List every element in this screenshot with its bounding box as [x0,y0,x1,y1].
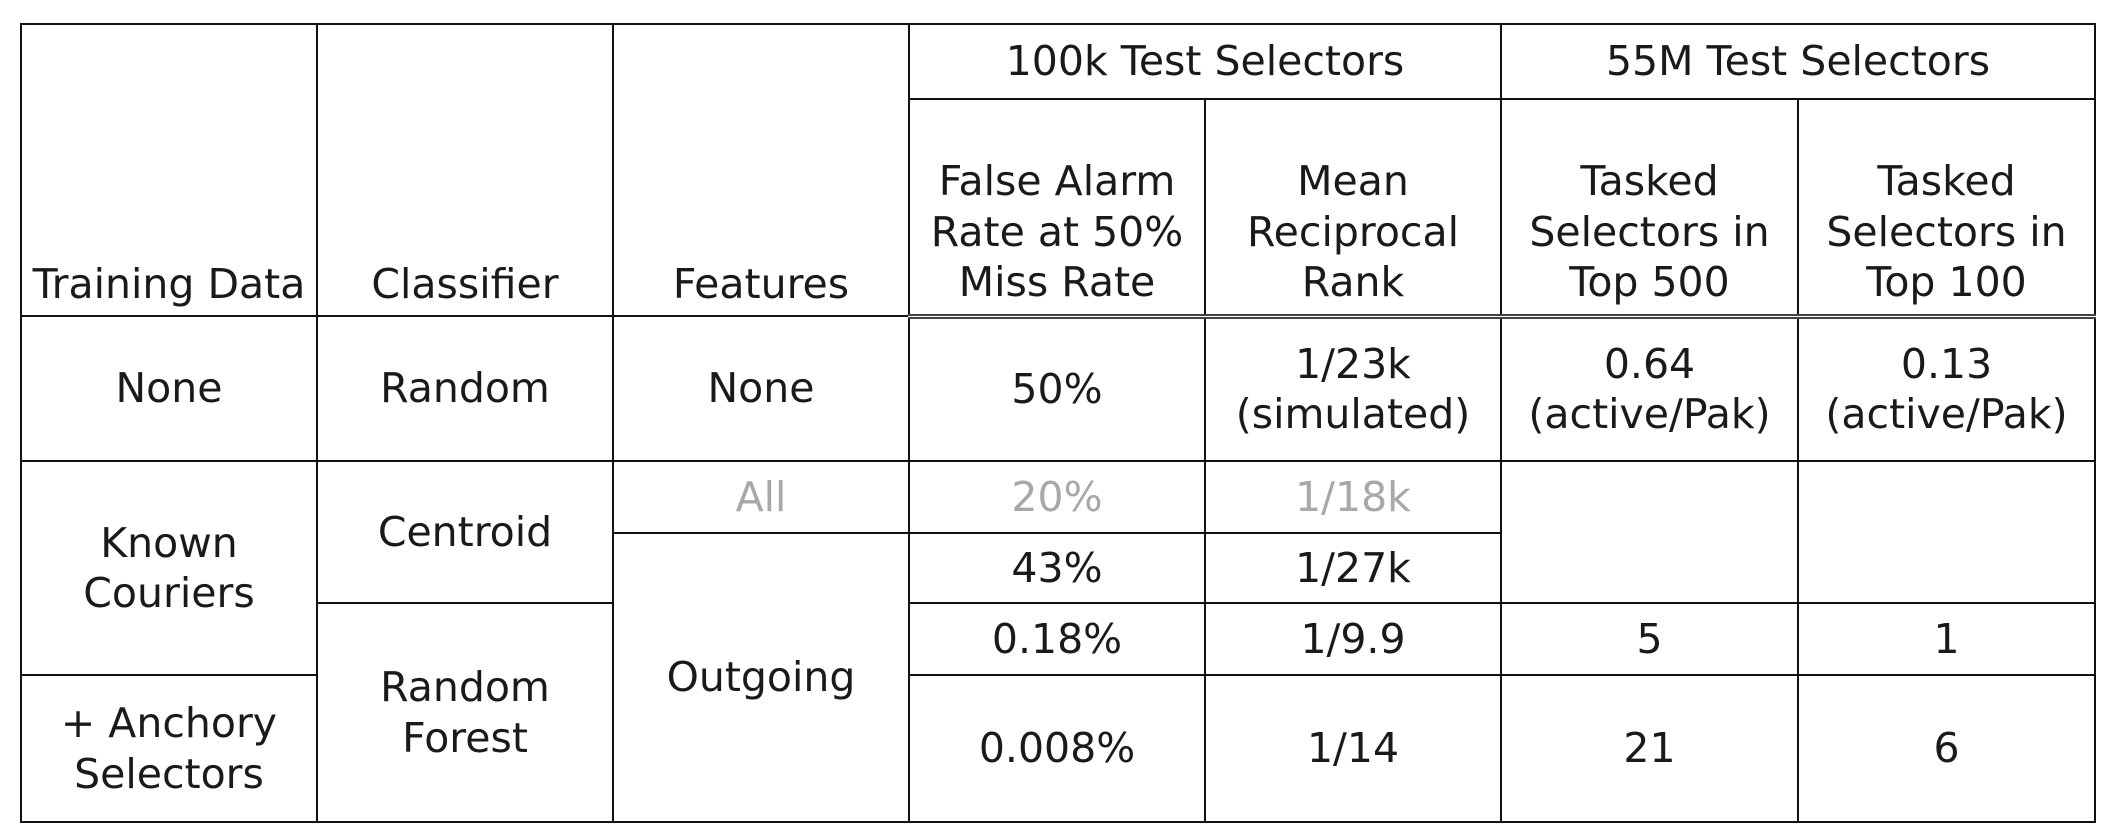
col-header-top500: Tasked Selectors in Top 500 [1500,98,1799,319]
col-header-mrr: Mean Reciprocal Rank [1204,98,1502,319]
table-row: Outgoing 43% 1/27k [21,532,2095,823]
cell-top500-empty [1500,460,1799,604]
table-row: None Random None 50% 1/23k (simulated) 0… [20,315,2097,462]
cell-top500: 0.64 (active/Pak) [1500,315,1799,462]
cell-top100: 1 [1796,602,2097,676]
cell-training-data: Known Couriers [20,460,318,676]
col-header-features: Features [612,23,910,317]
cell-mrr: 1/18k [1204,460,1502,534]
cell-false-alarm: 0.008% [908,674,1206,823]
cell-features: All [612,460,910,534]
cell-false-alarm: 20% [908,460,1206,534]
col-header-false-alarm: False Alarm Rate at 50% Miss Rate [908,98,1206,319]
cell-mrr: 1/23k (simulated) [1204,315,1502,462]
col-header-classifier: Classifier [316,23,614,317]
cell-top100: 6 [1796,674,2097,823]
cell-top500: 5 [1500,602,1799,676]
cell-top100: 0.13 (active/Pak) [1796,315,2097,462]
cell-training-data: + Anchory Selectors [20,674,318,823]
cell-false-alarm: 0.18% [908,602,1206,676]
group-header-100k: 100k Test Selectors [908,23,1502,100]
col-header-training-data: Training Data [20,23,318,317]
cell-false-alarm: 43% [908,532,1206,604]
table-row: + Anchory Selectors 0.008% 1/14 21 6 [20,674,2097,823]
group-header-55m: 55M Test Selectors [1499,23,2097,100]
results-table: Training Data Classifier Features 100k T… [20,23,2097,823]
cell-training-data: None [20,315,318,462]
cell-classifier: Random [316,315,614,462]
cell-top100-empty [1796,460,2097,604]
col-header-top100: Tasked Selectors in Top 100 [1796,98,2097,319]
group-header-row: Training Data Classifier Features 100k T… [20,23,2097,317]
table-row: Known Couriers Centroid All 20% 1/18k [20,460,2097,676]
cell-classifier: Random Forest [316,602,614,823]
metric-header-row: False Alarm Rate at 50% Miss Rate Mean R… [21,98,2097,319]
cell-mrr: 1/27k [1204,532,1502,604]
cell-false-alarm: 50% [908,315,1206,462]
cell-classifier: Centroid [316,460,614,604]
cell-mrr: 1/9.9 [1204,602,1502,676]
cell-features: Outgoing [612,532,910,823]
cell-features: None [612,315,910,462]
cell-mrr: 1/14 [1204,674,1502,823]
cell-top500: 21 [1500,674,1799,823]
table-row: Random Forest 0.18% 1/9.9 5 1 [21,602,2097,823]
